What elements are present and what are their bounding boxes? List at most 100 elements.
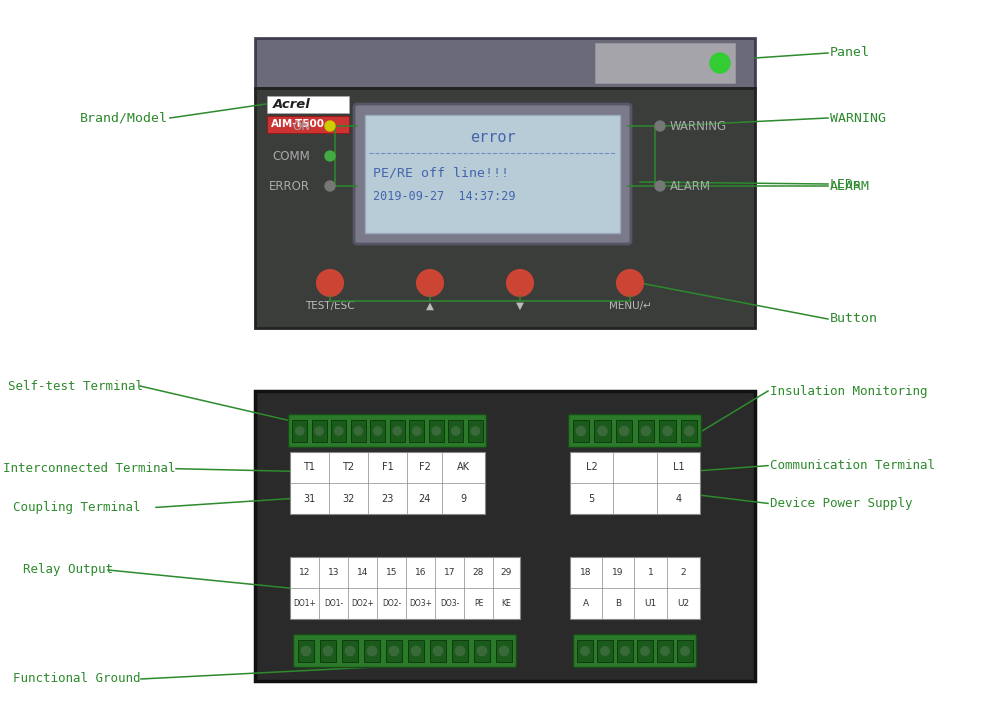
Text: 4: 4 (675, 494, 682, 503)
Text: Interconnected Terminal: Interconnected Terminal (3, 462, 176, 475)
Bar (468, 420, 483, 442)
Text: Communication Terminal: Communication Terminal (770, 459, 935, 472)
Text: DO2-: DO2- (382, 599, 401, 608)
Circle shape (413, 427, 421, 435)
Text: LEDs: LEDs (830, 177, 862, 191)
Text: PE: PE (474, 599, 483, 608)
Bar (365, 115, 620, 233)
Bar (255, 391, 755, 681)
Circle shape (432, 427, 440, 435)
Bar (681, 420, 697, 442)
Text: 32: 32 (342, 494, 355, 503)
Text: Functional Ground: Functional Ground (13, 673, 140, 685)
Circle shape (601, 647, 609, 655)
Circle shape (685, 427, 694, 436)
Bar (448, 420, 463, 442)
Text: T2: T2 (342, 463, 355, 472)
Bar (320, 640, 336, 662)
Text: 28: 28 (473, 568, 484, 577)
Bar (364, 640, 380, 662)
Bar (573, 420, 589, 442)
Circle shape (598, 427, 607, 436)
Text: U1: U1 (644, 599, 657, 608)
FancyBboxPatch shape (354, 104, 631, 244)
Bar (267, 116, 349, 133)
Circle shape (393, 427, 401, 435)
Text: DO2+: DO2+ (351, 599, 374, 608)
Text: Brand/Model: Brand/Model (80, 112, 168, 124)
FancyBboxPatch shape (568, 415, 702, 448)
Circle shape (317, 270, 343, 296)
Bar (452, 640, 468, 662)
Bar (638, 420, 654, 442)
Bar (312, 420, 327, 442)
Text: F2: F2 (419, 463, 430, 472)
Text: KE: KE (502, 599, 511, 608)
Circle shape (323, 646, 333, 656)
Text: error: error (470, 129, 515, 145)
Text: L2: L2 (586, 463, 597, 472)
Text: Acrel: Acrel (273, 98, 311, 110)
Bar (570, 452, 700, 514)
Text: Device Power Supply: Device Power Supply (770, 497, 912, 510)
Text: DO3-: DO3- (440, 599, 459, 608)
Text: ▼: ▼ (516, 301, 524, 311)
Circle shape (655, 121, 665, 131)
Text: 14: 14 (357, 568, 368, 577)
Text: Panel: Panel (830, 46, 870, 60)
Circle shape (367, 646, 377, 656)
Text: 15: 15 (386, 568, 397, 577)
Bar (637, 640, 653, 662)
Bar (657, 640, 673, 662)
Bar (351, 420, 366, 442)
Bar (409, 420, 424, 442)
Circle shape (499, 646, 509, 656)
Text: 17: 17 (444, 568, 455, 577)
Bar (267, 96, 349, 113)
Text: PE/RE off line!!!: PE/RE off line!!! (373, 167, 509, 179)
Text: B: B (615, 599, 621, 608)
Circle shape (617, 270, 643, 296)
Text: WARNING: WARNING (830, 112, 886, 124)
Text: WARNING: WARNING (670, 120, 727, 132)
Bar (616, 420, 632, 442)
Text: 18: 18 (580, 568, 592, 577)
Text: TEST/ESC: TEST/ESC (305, 301, 355, 311)
Circle shape (335, 427, 343, 435)
Bar (342, 640, 358, 662)
Text: ▲: ▲ (426, 301, 434, 311)
Circle shape (471, 427, 479, 435)
Bar (370, 420, 385, 442)
Bar (617, 640, 633, 662)
Bar (408, 640, 424, 662)
Text: ALARM: ALARM (670, 179, 711, 193)
Text: Relay Output: Relay Output (23, 564, 113, 576)
Bar (290, 452, 485, 514)
Circle shape (374, 427, 382, 435)
Circle shape (661, 647, 669, 655)
Bar (430, 640, 446, 662)
Circle shape (576, 427, 585, 436)
Text: 12: 12 (299, 568, 310, 577)
FancyBboxPatch shape (574, 635, 696, 668)
Circle shape (315, 427, 323, 435)
Text: ALARM: ALARM (830, 179, 870, 193)
Circle shape (345, 646, 355, 656)
Circle shape (411, 646, 421, 656)
FancyBboxPatch shape (288, 415, 486, 448)
Text: 1: 1 (648, 568, 653, 577)
Circle shape (581, 647, 589, 655)
Circle shape (354, 427, 362, 435)
Text: MENU/↵: MENU/↵ (609, 301, 651, 311)
Circle shape (296, 427, 304, 435)
Text: 13: 13 (328, 568, 339, 577)
Circle shape (433, 646, 443, 656)
Text: 29: 29 (501, 568, 512, 577)
Text: DO1+: DO1+ (293, 599, 316, 608)
Text: COMM: COMM (272, 150, 310, 162)
Bar (570, 557, 700, 619)
Bar (496, 640, 512, 662)
Text: U2: U2 (677, 599, 690, 608)
Bar (659, 420, 676, 442)
Circle shape (325, 181, 335, 191)
